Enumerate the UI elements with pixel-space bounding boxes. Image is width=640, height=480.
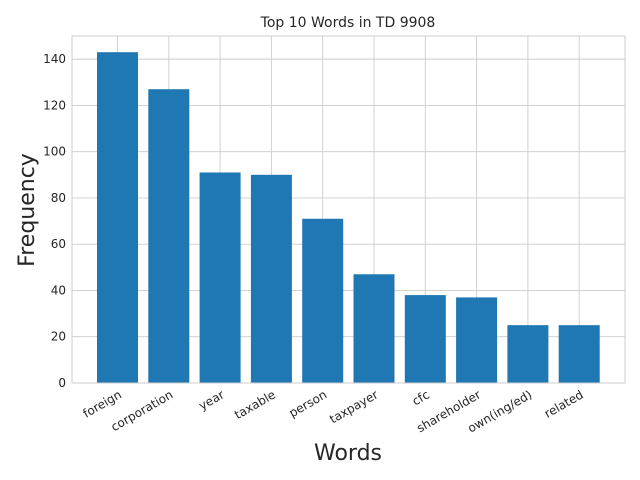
bar-own-ing-ed- xyxy=(507,325,549,383)
plot-frame xyxy=(71,35,626,384)
y-axis-label: Frequency xyxy=(15,153,40,267)
chart-title: Top 10 Words in TD 9908 xyxy=(260,15,436,31)
bar-cfc xyxy=(404,295,446,383)
x-tick-label: year xyxy=(196,387,226,413)
x-tick-label: person xyxy=(287,387,330,420)
y-tick-labels: 0 20 40 60 80 100 120 140 xyxy=(43,52,66,390)
bar-shareholder xyxy=(456,297,498,383)
x-tick-label: taxpayer xyxy=(327,387,380,426)
x-tick-label: cfc xyxy=(410,387,432,408)
bar-person xyxy=(302,218,344,383)
y-tick-label: 140 xyxy=(43,52,66,66)
bar-taxable xyxy=(250,174,292,383)
bar-corporation xyxy=(148,89,190,383)
x-axis-label: Words xyxy=(314,441,382,466)
y-tick-label: 0 xyxy=(58,376,66,390)
bars xyxy=(97,52,600,384)
y-tick-label: 100 xyxy=(43,145,66,159)
x-tick-label: taxable xyxy=(232,387,278,422)
bar-year xyxy=(199,172,241,383)
y-tick-label: 80 xyxy=(51,191,66,205)
y-tick-label: 20 xyxy=(51,330,66,344)
x-tick-label: related xyxy=(542,387,586,420)
y-tick-label: 120 xyxy=(43,98,66,112)
bar-foreign xyxy=(97,52,138,384)
y-tick-label: 40 xyxy=(51,283,66,297)
bar-related xyxy=(558,325,600,383)
y-tick-label: 60 xyxy=(51,237,66,251)
bar-taxpayer xyxy=(353,274,395,383)
